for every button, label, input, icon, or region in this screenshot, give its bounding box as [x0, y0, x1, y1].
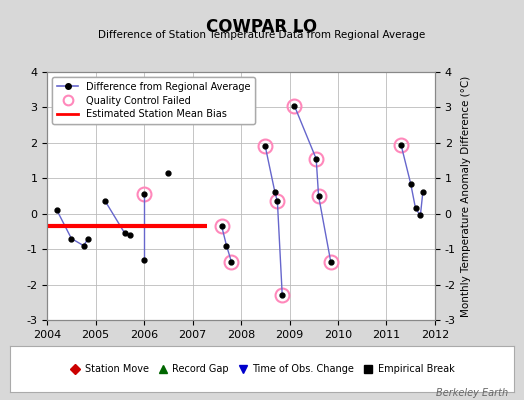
- Text: Difference of Station Temperature Data from Regional Average: Difference of Station Temperature Data f…: [99, 30, 425, 40]
- Y-axis label: Monthly Temperature Anomaly Difference (°C): Monthly Temperature Anomaly Difference (…: [461, 75, 471, 317]
- Text: Berkeley Earth: Berkeley Earth: [436, 388, 508, 398]
- Text: COWPAR LO: COWPAR LO: [206, 18, 318, 36]
- Legend: Station Move, Record Gap, Time of Obs. Change, Empirical Break: Station Move, Record Gap, Time of Obs. C…: [66, 360, 458, 378]
- Legend: Difference from Regional Average, Quality Control Failed, Estimated Station Mean: Difference from Regional Average, Qualit…: [52, 77, 255, 124]
